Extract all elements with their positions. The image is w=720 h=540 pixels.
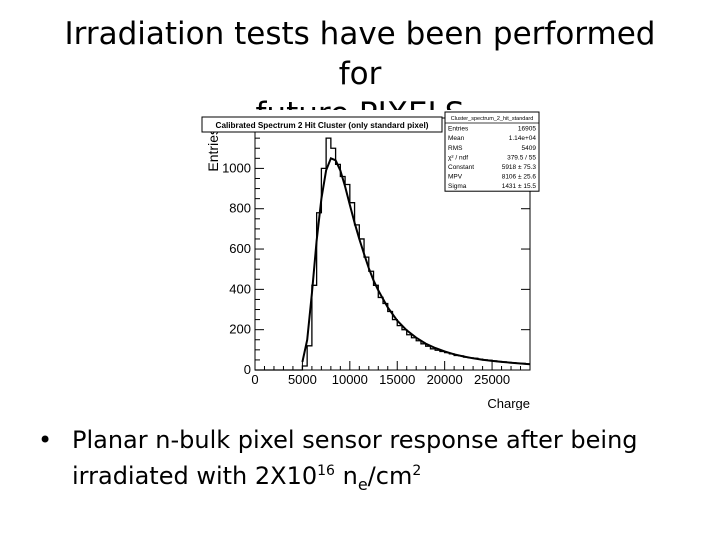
x-tick-label: 0 [251, 372, 258, 387]
x-tick-label: 25000 [474, 372, 510, 387]
bullet-unit-power: 2 [412, 463, 422, 479]
y-tick-label: 0 [244, 362, 251, 377]
x-axis-label: Charge [487, 396, 530, 410]
bullet-text: Planar n-bulk pixel sensor response afte… [72, 422, 698, 494]
stats-value: 8106 ± 25.6 [502, 174, 537, 181]
stats-panel: Cluster_spectrum_2_hit_standard Entries 16… [444, 111, 540, 192]
stats-header: Cluster_spectrum_2_hit_standard [451, 116, 534, 122]
chart-title-box: Calibrated Spectrum 2 Hit Cluster (only … [201, 116, 443, 133]
chart-title-frame [201, 116, 443, 133]
stats-value: 379.5 / 55 [507, 154, 536, 161]
stats-label: Entries [448, 126, 469, 133]
y-axis-label: Entries [205, 128, 221, 172]
fit-curve-series [301, 156, 531, 366]
chart-title: Calibrated Spectrum 2 Hit Cluster (only … [216, 121, 429, 130]
stats-frame [444, 111, 540, 192]
y-tick-label: 400 [229, 281, 251, 296]
stats-value: 1.14e+04 [509, 135, 537, 142]
stats-value: 5918 ± 75.3 [502, 164, 537, 171]
bullet-unit-rest: /cm [367, 462, 413, 490]
stats-label: MPV [448, 174, 463, 181]
y-tick-label: 200 [229, 322, 251, 337]
x-tick-label: 15000 [379, 372, 415, 387]
stats-label: χ² / ndf [448, 154, 468, 161]
bullet-unit-subscript: e [357, 474, 368, 494]
y-tick-label: 1000 [222, 160, 251, 175]
stats-label: Mean [448, 135, 465, 142]
y-tick-label: 800 [229, 201, 251, 216]
charge-spectrum-plot: 0200400600800100012000500010000150002000… [200, 110, 540, 410]
stats-label: Constant [448, 164, 474, 171]
stats-value: 16905 [518, 126, 536, 133]
bullet-text-main: Planar n-bulk pixel sensor response afte… [72, 426, 638, 490]
stats-value: 1431 ± 15.5 [502, 183, 537, 190]
stats-value: 5409 [522, 145, 537, 152]
slide-title-line-1: Irradiation tests have been performed fo… [64, 16, 656, 92]
bullet-dot: • [38, 426, 53, 454]
bullet-unit-n: n [334, 462, 358, 490]
bullet-item: • Planar n-bulk pixel sensor response af… [38, 422, 698, 494]
y-tick-label: 600 [229, 241, 251, 256]
x-tick-label: 20000 [427, 372, 463, 387]
stats-label: RMS [448, 145, 463, 152]
x-tick-label: 5000 [288, 372, 317, 387]
stats-label: Sigma [448, 183, 467, 190]
x-tick-label: 10000 [332, 372, 368, 387]
bullet-exponent: 16 [317, 463, 335, 479]
